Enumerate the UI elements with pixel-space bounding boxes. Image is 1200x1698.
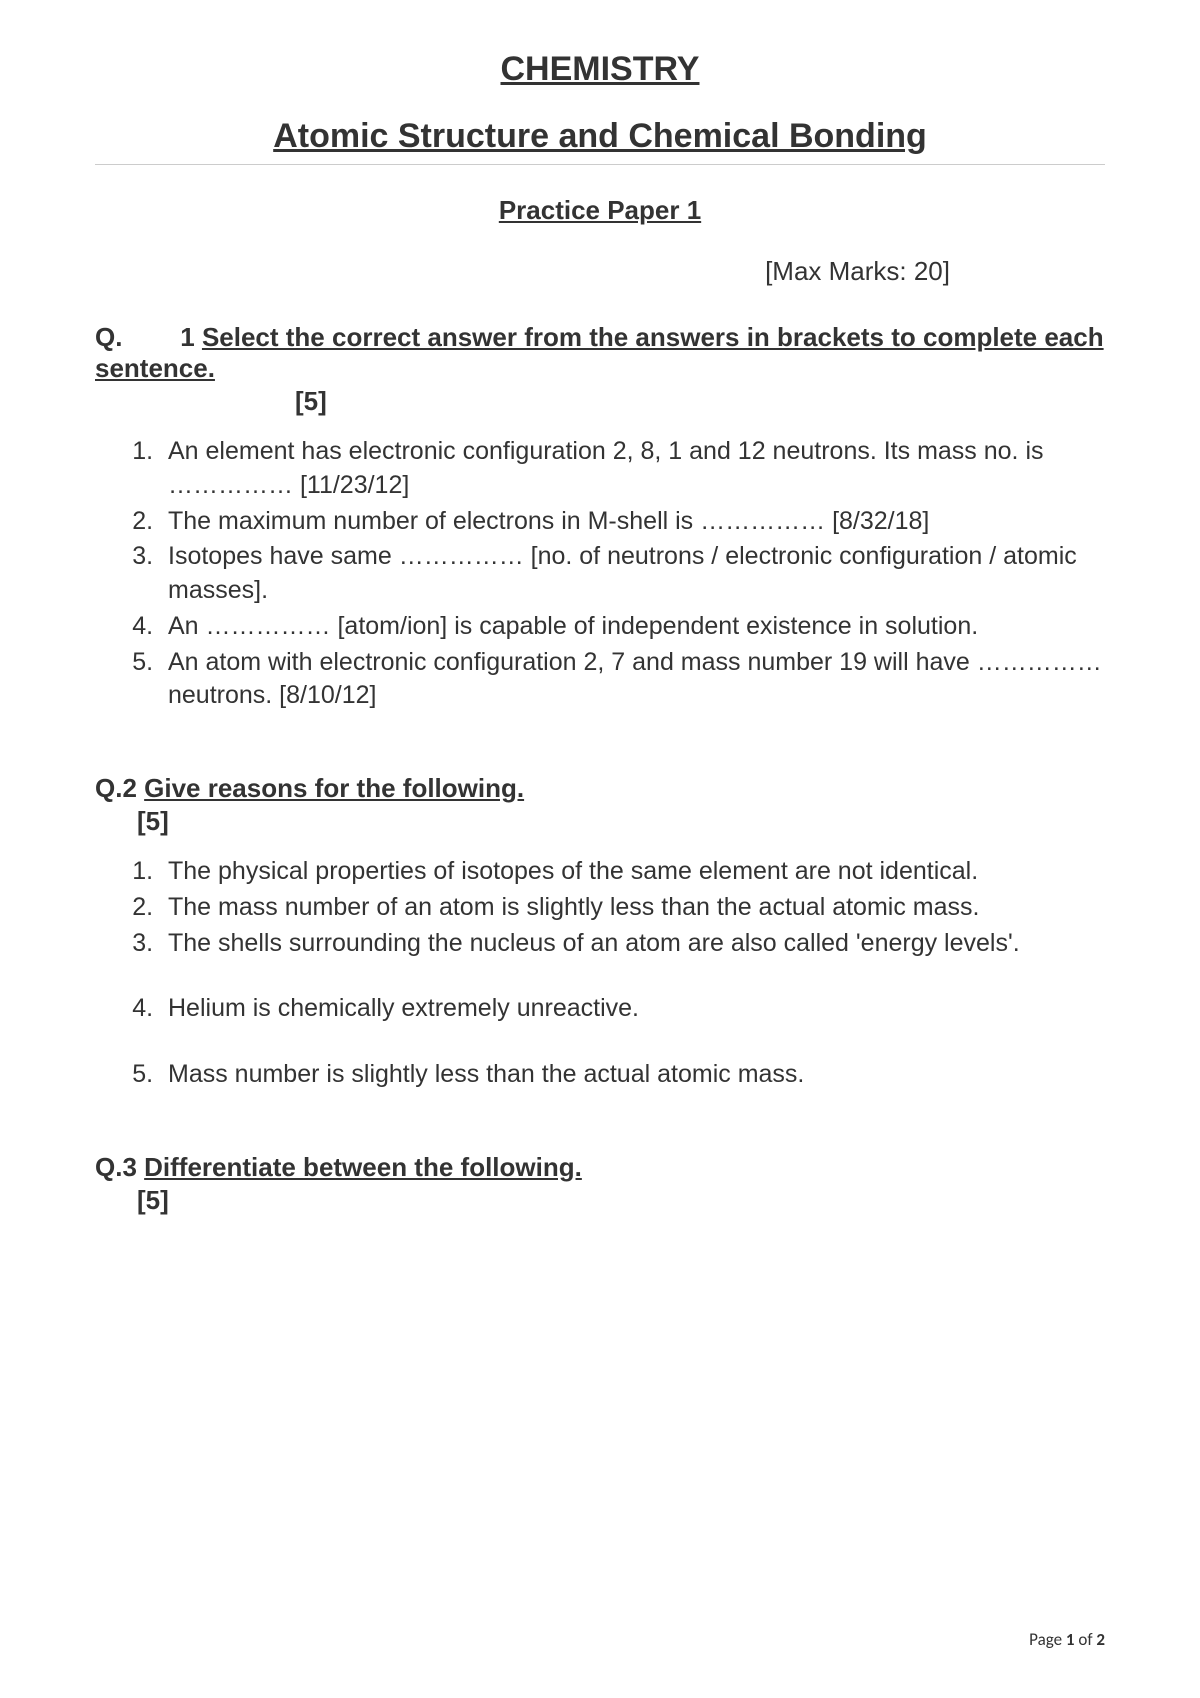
list-item: An …………… [atom/ion] is capable of indepe…: [160, 610, 1105, 644]
page-label: Page: [1029, 1629, 1066, 1650]
paper-title: Practice Paper 1: [95, 195, 1105, 226]
q3-title-text: Differentiate between the following.: [144, 1152, 582, 1182]
document-subtitle: Atomic Structure and Chemical Bonding: [95, 117, 1105, 156]
q1-marks: [5]: [95, 386, 1105, 417]
list-item: An atom with electronic configuration 2,…: [160, 646, 1105, 714]
list-item: Isotopes have same …………… [no. of neutron…: [160, 540, 1105, 608]
question-3-heading: Q.3 Differentiate between the following.…: [95, 1152, 1105, 1216]
document-title: CHEMISTRY: [95, 50, 1105, 89]
page-current: 1: [1066, 1629, 1075, 1650]
list-item: The shells surrounding the nucleus of an…: [160, 927, 1105, 961]
question-3-section: Q.3 Differentiate between the following.…: [95, 1152, 1105, 1216]
question-2-heading: Q.2 Give reasons for the following. [5]: [95, 773, 1105, 837]
q2-marks: [5]: [95, 806, 1105, 837]
q3-prefix: Q.3: [95, 1152, 144, 1182]
page-of: of: [1075, 1629, 1097, 1650]
list-item: Helium is chemically extremely unreactiv…: [160, 992, 1105, 1026]
list-item: The mass number of an atom is slightly l…: [160, 891, 1105, 925]
list-item: An element has electronic configuration …: [160, 435, 1105, 503]
header-divider: [95, 164, 1105, 165]
q1-list: An element has electronic configuration …: [95, 435, 1105, 713]
question-1-heading: Q. 1 Select the correct answer from the …: [95, 322, 1105, 417]
question-2-section: Q.2 Give reasons for the following. [5] …: [95, 773, 1105, 1092]
page-footer: Page 1 of 2: [1029, 1629, 1105, 1650]
list-item: The physical properties of isotopes of t…: [160, 855, 1105, 889]
page-total: 2: [1096, 1629, 1105, 1650]
list-item: The maximum number of electrons in M-she…: [160, 505, 1105, 539]
list-item: Mass number is slightly less than the ac…: [160, 1058, 1105, 1092]
q2-list: The physical properties of isotopes of t…: [95, 855, 1105, 1092]
q3-marks: [5]: [95, 1185, 1105, 1216]
q1-number: 1: [180, 322, 202, 352]
q2-title-text: Give reasons for the following.: [144, 773, 524, 803]
q1-title-text: Select the correct answer from the answe…: [95, 322, 1104, 383]
question-1-section: Q. 1 Select the correct answer from the …: [95, 322, 1105, 713]
q2-prefix: Q.2: [95, 773, 144, 803]
q1-prefix: Q.: [95, 322, 122, 352]
max-marks: [Max Marks: 20]: [95, 256, 1105, 287]
